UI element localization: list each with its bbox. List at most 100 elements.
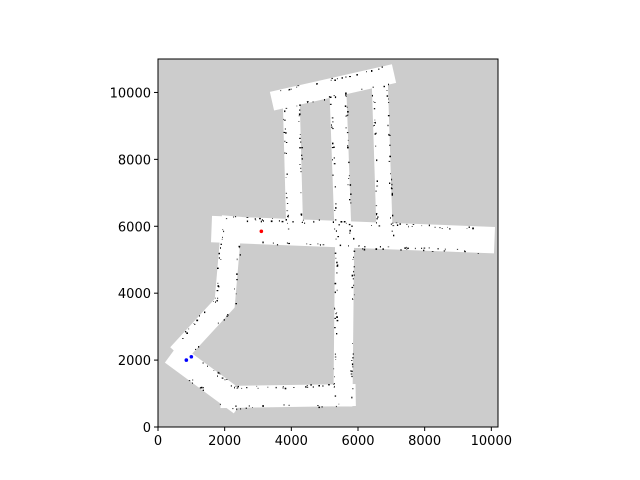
occupied-cell <box>334 79 336 81</box>
occupied-cell <box>272 242 274 244</box>
occupied-cell <box>287 228 290 230</box>
y-tick-label: 10000 <box>110 86 151 101</box>
occupied-cell <box>347 146 349 149</box>
occupied-cell <box>347 114 349 116</box>
occupied-cell <box>202 387 204 389</box>
x-tick-label: 6000 <box>341 434 374 449</box>
occupied-cell <box>217 371 219 374</box>
occupied-cell <box>356 74 358 76</box>
occupied-cell <box>202 389 204 391</box>
occupied-cell <box>472 227 474 230</box>
occupied-cell <box>466 228 468 229</box>
occupied-cell <box>275 386 277 389</box>
occupied-cell <box>411 226 413 227</box>
y-axis: 0 2000 4000 6000 8000 10000 <box>110 86 158 436</box>
occupied-cell <box>335 257 337 259</box>
occupied-cell <box>316 83 318 85</box>
occupied-cell <box>351 363 354 366</box>
occupied-cell <box>388 160 391 162</box>
occupied-cell <box>406 223 408 225</box>
occupied-cell <box>406 248 408 250</box>
occupied-cell <box>391 230 393 232</box>
occupied-cell <box>332 221 334 223</box>
occupied-cell <box>301 158 303 160</box>
occupied-cell <box>254 218 256 220</box>
occupied-cell <box>278 220 280 222</box>
occupied-cell <box>341 77 343 79</box>
occupied-cell <box>310 384 312 386</box>
occupied-cell <box>185 331 187 333</box>
occupied-cell <box>352 278 354 280</box>
occupied-cell <box>375 248 378 250</box>
occupied-cell <box>236 279 238 281</box>
occupied-cell <box>300 167 302 170</box>
occupied-cell <box>441 228 443 229</box>
occupied-cell <box>389 155 391 158</box>
occupied-cell <box>328 384 330 386</box>
occupied-cell <box>335 313 337 315</box>
occupied-cell <box>235 293 237 295</box>
occupied-cell <box>391 188 393 190</box>
occupied-cell <box>334 219 337 221</box>
occupied-cell <box>428 247 430 249</box>
occupied-cell <box>390 217 391 219</box>
occupied-cell <box>333 383 335 384</box>
occupied-cell <box>199 315 200 317</box>
occupied-cell <box>328 96 330 98</box>
occupied-cell <box>262 405 264 407</box>
occupied-cell <box>391 192 393 195</box>
corridor-right-lower-vertical <box>333 223 355 407</box>
occupied-cell <box>284 387 286 389</box>
occupied-cell <box>373 108 376 110</box>
occupied-cell <box>345 94 347 96</box>
occupied-cell <box>437 248 439 250</box>
occupied-cell <box>252 407 253 408</box>
occupied-cell <box>337 236 339 238</box>
occupied-cell <box>421 247 423 249</box>
occupied-cell <box>377 216 379 218</box>
occupied-cell <box>374 119 376 121</box>
occupied-cell <box>391 178 393 181</box>
occupied-cell <box>334 210 336 211</box>
occupied-cell <box>333 384 335 385</box>
occupied-cell <box>285 177 287 178</box>
occupied-cell <box>358 245 360 247</box>
occupied-cell <box>350 373 353 375</box>
occupied-cell <box>336 312 338 313</box>
occupied-cell <box>349 184 352 186</box>
occupied-cell <box>299 113 301 116</box>
occupied-cell <box>464 251 466 253</box>
occupied-cell <box>389 144 391 146</box>
occupied-cell <box>352 353 354 355</box>
occupied-cell <box>464 250 466 252</box>
occupied-cell <box>299 137 301 139</box>
occupied-cell <box>306 101 308 102</box>
occupied-cell <box>333 368 335 370</box>
occupied-cell <box>305 386 307 388</box>
occupied-cell <box>421 225 423 227</box>
occupied-cell <box>196 319 199 322</box>
occupied-cell <box>389 134 391 136</box>
occupied-cell <box>300 213 303 216</box>
occupied-cell <box>376 218 378 220</box>
axes-frame <box>157 58 499 428</box>
occupied-cell <box>276 244 279 246</box>
occupied-cell <box>227 314 229 316</box>
occupied-cell <box>336 272 338 274</box>
occupied-cell <box>336 264 339 266</box>
occupied-cell <box>336 78 338 80</box>
occupied-cell <box>378 225 380 227</box>
occupied-cell <box>302 221 303 223</box>
occupied-cell <box>255 219 257 221</box>
occupied-cell <box>246 387 248 389</box>
occupied-cell <box>345 115 347 117</box>
occupied-cell <box>336 333 338 335</box>
occupied-cell <box>297 85 300 87</box>
occupied-cell <box>216 300 218 302</box>
occupied-cell <box>352 357 354 359</box>
occupied-cell <box>306 385 308 387</box>
occupied-cell <box>376 185 378 187</box>
occupied-cell <box>348 223 351 226</box>
occupied-cell <box>284 110 286 113</box>
x-tick-label: 2000 <box>208 434 241 449</box>
